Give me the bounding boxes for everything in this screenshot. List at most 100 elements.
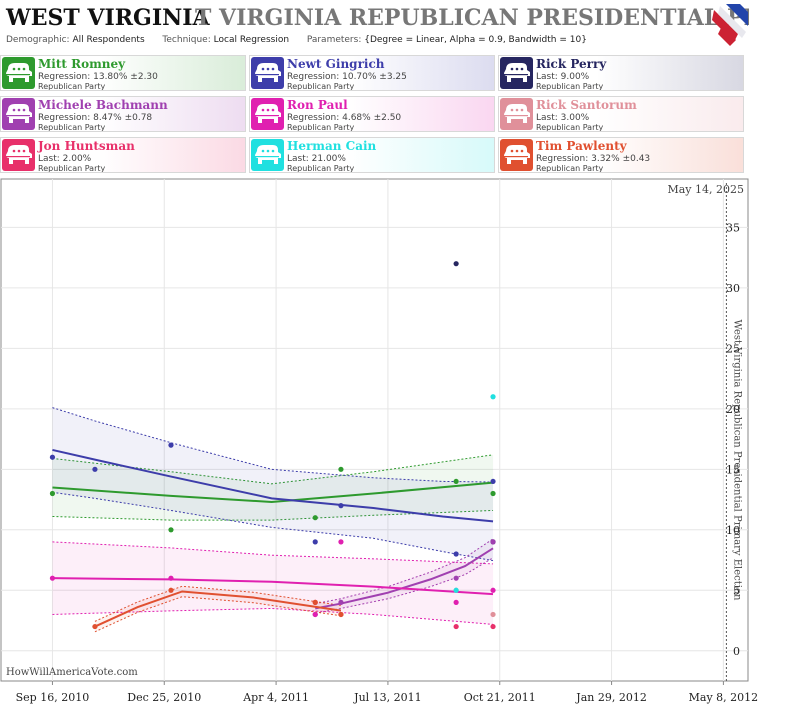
elephant-icon (500, 57, 533, 89)
data-point (453, 599, 459, 605)
x-tick-label: Jul 13, 2011 (353, 691, 422, 704)
legend-card[interactable]: Rick Perry Last: 9.00% Republican Party (498, 55, 744, 91)
parameters-label: Parameters: (306, 35, 362, 45)
candidate-name: Jon Huntsman (38, 139, 135, 153)
data-point (168, 527, 174, 533)
data-point (490, 611, 496, 618)
parameters-value: {Degree = Linear, Alpha = 0.9, Bandwidth… (364, 35, 587, 45)
x-tick-label: Jan 29, 2012 (575, 691, 647, 704)
candidate-party: Republican Party (536, 164, 604, 173)
band-upper (52, 454, 494, 485)
candidate-name: Rick Santorum (536, 98, 637, 112)
candidate-stat: Regression: 4.68% ±2.50 (287, 113, 402, 123)
data-point (453, 261, 459, 267)
elephant-icon (2, 57, 35, 89)
legend-card[interactable]: Michele Bachmann Regression: 8.47% ±0.78… (0, 96, 246, 132)
demographic-label: Demographic: (6, 35, 70, 45)
legend-card[interactable]: Ron Paul Regression: 4.68% ±2.50 Republi… (249, 96, 495, 132)
band-upper (315, 538, 494, 605)
y-tick-label: 10 (726, 524, 740, 537)
candidate-party: Republican Party (38, 164, 106, 173)
candidate-name: Tim Pawlenty (536, 139, 627, 153)
candidate-party: Republican Party (536, 82, 604, 91)
data-point (49, 454, 56, 460)
data-point (168, 587, 174, 593)
elephant-icon (2, 139, 35, 171)
y-tick-label: 35 (726, 221, 740, 234)
technique-label: Technique: (162, 35, 211, 45)
data-point (312, 599, 318, 605)
data-point (92, 466, 98, 472)
flag-logo-icon (712, 4, 748, 48)
page-header: WEST VIRGINIA T VIRGINIA REPUBLICAN PRES… (0, 0, 749, 50)
x-tick-label: Apr 4, 2011 (242, 691, 309, 704)
elephant-icon (251, 57, 284, 89)
candidate-stat: Regression: 13.80% ±2.30 (38, 72, 158, 82)
data-point (490, 394, 496, 400)
data-point (490, 478, 496, 485)
data-point (312, 515, 318, 521)
data-point (453, 587, 459, 593)
data-point (453, 623, 459, 630)
trend-line (52, 481, 494, 503)
confidence-band (315, 538, 494, 614)
legend-card[interactable]: Herman Cain Last: 21.00% Republican Part… (249, 137, 495, 173)
parameters-bar: Demographic: All Respondents Technique: … (6, 35, 587, 45)
legend-card[interactable]: Rick Santorum Last: 3.00% Republican Par… (498, 96, 744, 132)
candidate-stat: Regression: 3.32% ±0.43 (536, 154, 651, 164)
data-point (49, 575, 56, 581)
data-point (338, 503, 344, 509)
data-point (453, 551, 459, 557)
data-point (338, 539, 344, 545)
x-tick-label: May 8, 2012 (689, 691, 759, 704)
candidate-name: Newt Gingrich (287, 57, 385, 71)
y-tick-label: 30 (726, 282, 740, 295)
data-point (453, 478, 459, 485)
trend-line (52, 577, 494, 596)
data-point (312, 611, 318, 618)
candidate-name: Mitt Romney (38, 57, 126, 71)
data-point (168, 575, 174, 581)
band-lower (52, 607, 494, 625)
candidate-party: Republican Party (287, 164, 355, 173)
x-tick-label: Sep 16, 2010 (16, 691, 90, 704)
candidate-name: Rick Perry (536, 57, 607, 71)
confidence-band (52, 454, 494, 521)
y-tick-label: 25 (726, 342, 740, 355)
chart-title: T VIRGINIA REPUBLICAN PRESIDENTIAL PRIMA (195, 5, 749, 31)
y-tick-label: 5 (733, 584, 740, 597)
legend-card[interactable]: Newt Gingrich Regression: 10.70% ±3.25 R… (249, 55, 495, 91)
elephant-icon (251, 139, 284, 171)
candidate-party: Republican Party (287, 123, 355, 132)
candidate-stat: Last: 21.00% (287, 154, 346, 164)
band-upper (52, 541, 494, 565)
candidate-name: Ron Paul (287, 98, 348, 112)
data-point (49, 490, 56, 497)
candidate-stat: Regression: 10.70% ±3.25 (287, 72, 407, 82)
legend-card[interactable]: Tim Pawlenty Regression: 3.32% ±0.43 Rep… (498, 137, 744, 173)
legend-card[interactable]: Jon Huntsman Last: 2.00% Republican Part… (0, 137, 246, 173)
candidate-party: Republican Party (38, 82, 106, 91)
x-tick-label: Dec 25, 2010 (127, 691, 201, 704)
elephant-icon (500, 139, 533, 171)
data-point (490, 623, 496, 630)
watermark: HowWillAmericaVote.com (6, 667, 138, 678)
poll-chart: Sep 16, 2010 Dec 25, 2010 Apr 4, 2011 Jul 1… (0, 178, 759, 704)
elephant-icon (2, 98, 35, 130)
trend-line (315, 547, 494, 610)
data-point (338, 599, 344, 605)
candidate-name: Herman Cain (287, 139, 377, 153)
candidate-stat: Last: 3.00% (536, 113, 590, 123)
data-point (338, 611, 344, 618)
legend-card[interactable]: Mitt Romney Regression: 13.80% ±2.30 Rep… (0, 55, 246, 91)
band-upper (52, 407, 494, 483)
y-tick-label: 20 (726, 403, 740, 416)
election-label: West Virginia Republican Presidential Pr… (731, 320, 742, 601)
candidate-name: Michele Bachmann (38, 98, 168, 112)
candidate-party: Republican Party (38, 123, 106, 132)
x-tick-label: Oct 21, 2011 (464, 691, 536, 704)
data-point (92, 623, 98, 630)
data-point (312, 539, 318, 545)
candidate-stat: Last: 2.00% (38, 154, 92, 164)
candidate-stat: Last: 9.00% (536, 72, 590, 82)
